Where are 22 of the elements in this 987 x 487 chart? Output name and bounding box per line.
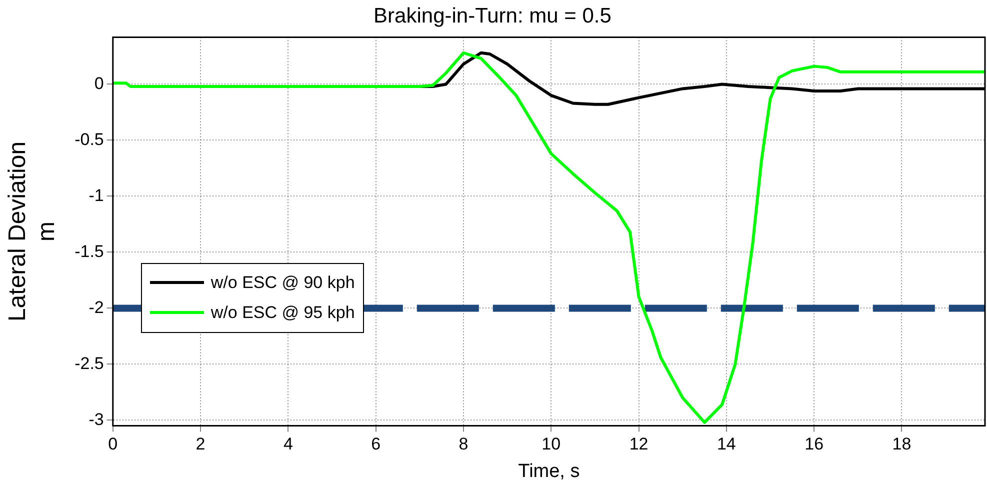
x-tick-label: 12 (629, 434, 648, 454)
x-tick-label: 0 (108, 434, 118, 454)
x-tick-label: 6 (371, 434, 381, 454)
y-axis-title: Lateral Deviation m (4, 141, 60, 322)
chart-title: Braking-in-Turn: mu = 0.5 (374, 4, 612, 28)
y-tick-label: 0 (94, 74, 104, 93)
y-tick-label: -2 (88, 298, 104, 317)
y-tick-label: -1.5 (74, 242, 104, 261)
x-tick-label: 14 (716, 434, 736, 454)
y-tick-label: -3 (88, 410, 104, 429)
x-tick-label: 18 (892, 434, 912, 454)
x-tick-label: 8 (458, 434, 468, 454)
y-tick-label: -0.5 (74, 130, 104, 149)
legend-label: w/o ESC @ 95 kph (210, 302, 355, 323)
x-tick-label: 2 (196, 434, 206, 454)
y-tick-label: -2.5 (74, 354, 104, 373)
x-tick-label: 10 (542, 434, 561, 454)
x-axis-title: Time, s (518, 460, 580, 482)
legend-label: w/o ESC @ 90 kph (210, 272, 355, 293)
y-tick-label: -1 (88, 186, 104, 205)
x-tick-label: 16 (804, 434, 824, 454)
x-tick-label: 4 (283, 434, 293, 454)
